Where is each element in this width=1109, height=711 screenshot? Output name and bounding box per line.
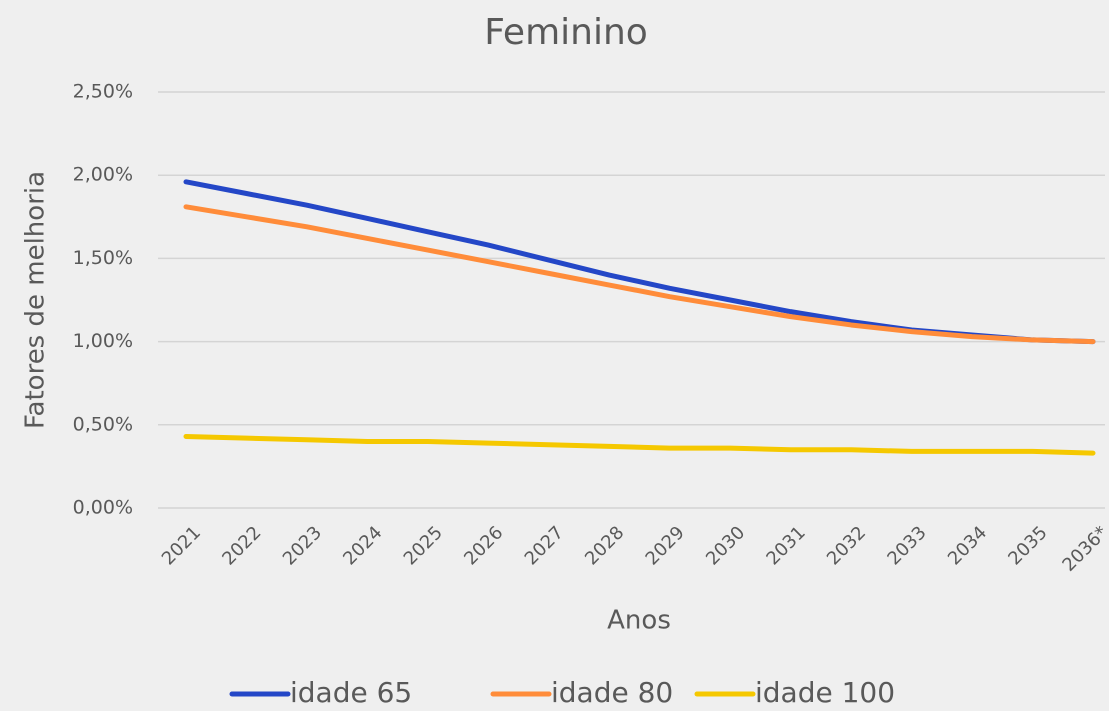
- y-tick-label: 1,00%: [73, 330, 133, 352]
- y-tick-label: 0,50%: [73, 413, 133, 435]
- legend-label: idade 100: [755, 676, 895, 709]
- chart-title: Feminino: [484, 12, 648, 53]
- x-axis-title: Anos: [607, 606, 671, 636]
- line-series: [183, 204, 1096, 345]
- legend-label: idade 65: [290, 676, 412, 709]
- y-axis-title: Fatores de melhoria: [21, 171, 51, 429]
- y-tick-label: 1,50%: [73, 247, 133, 269]
- legend-label: idade 80: [551, 676, 673, 709]
- y-tick-label: 0,00%: [73, 497, 133, 519]
- y-tick-label: 2,00%: [73, 164, 133, 186]
- line-series: [183, 433, 1096, 456]
- y-tick-label: 2,50%: [73, 81, 133, 103]
